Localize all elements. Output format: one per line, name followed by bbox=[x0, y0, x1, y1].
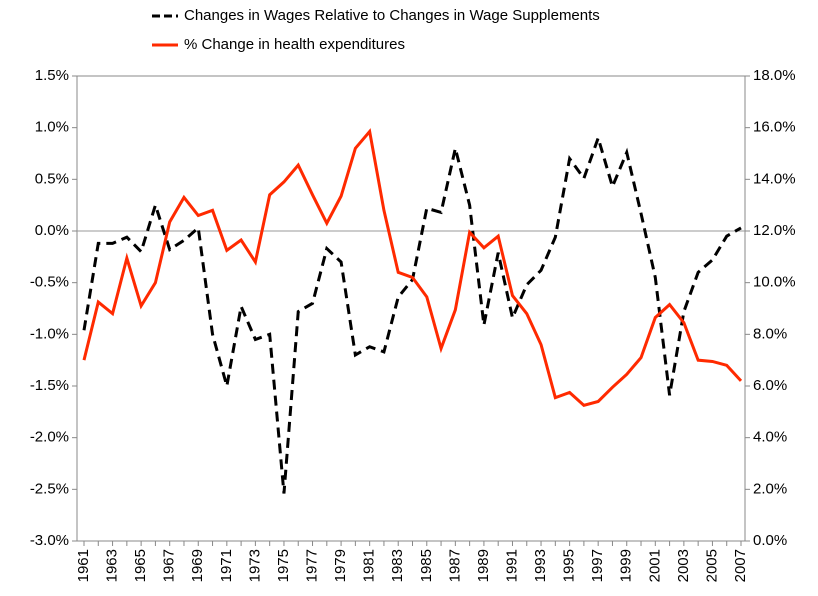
y-tick-label: -2.0% bbox=[30, 429, 69, 446]
series-line bbox=[82, 128, 743, 408]
y-tick-label: 1.5% bbox=[35, 67, 69, 84]
y-tick-label: -0.5% bbox=[30, 274, 69, 291]
x-tick-label: 1967 bbox=[161, 549, 178, 582]
y2-tick-label: 8.0% bbox=[753, 325, 787, 342]
y2-tick-label: 14.0% bbox=[753, 170, 796, 187]
x-tick-label: 1975 bbox=[275, 549, 292, 582]
x-tick-label: 1971 bbox=[218, 549, 235, 582]
x-tick-label: 1979 bbox=[332, 549, 349, 582]
x-tick-label: 2001 bbox=[646, 549, 663, 582]
x-tick-label: 1961 bbox=[75, 549, 92, 582]
x-tick-label: 1963 bbox=[104, 549, 121, 582]
x-tick-label: 2005 bbox=[703, 549, 720, 582]
x-tick-label: 1973 bbox=[246, 549, 263, 582]
x-tick-label: 1969 bbox=[189, 549, 206, 582]
y-tick-label: 0.0% bbox=[35, 222, 69, 239]
y-tick-label: -1.5% bbox=[30, 377, 69, 394]
y-tick-label: -2.5% bbox=[30, 480, 69, 497]
y2-tick-label: 16.0% bbox=[753, 119, 796, 136]
x-tick-label: 1997 bbox=[589, 549, 606, 582]
y2-tick-label: 4.0% bbox=[753, 429, 787, 446]
x-tick-label: 1981 bbox=[361, 549, 378, 582]
x-tick-label: 1999 bbox=[618, 549, 635, 582]
series-line bbox=[82, 133, 742, 494]
y2-tick-label: 6.0% bbox=[753, 377, 787, 394]
x-tick-label: 1993 bbox=[532, 549, 549, 582]
x-tick-label: 1983 bbox=[389, 549, 406, 582]
y2-tick-label: 2.0% bbox=[753, 480, 787, 497]
y-tick-label: -3.0% bbox=[30, 532, 69, 549]
y2-tick-label: 12.0% bbox=[753, 222, 796, 239]
x-tick-label: 1987 bbox=[446, 549, 463, 582]
y-tick-label: 0.5% bbox=[35, 170, 69, 187]
x-tick-label: 1985 bbox=[418, 549, 435, 582]
legend-label: Changes in Wages Relative to Changes in … bbox=[184, 7, 600, 24]
x-tick-label: 2007 bbox=[732, 549, 749, 582]
legend-label: % Change in health expenditures bbox=[184, 36, 405, 53]
y-tick-label: 1.0% bbox=[35, 119, 69, 136]
y2-tick-label: 10.0% bbox=[753, 274, 796, 291]
x-tick-label: 1977 bbox=[303, 549, 320, 582]
y-tick-label: -1.0% bbox=[30, 325, 69, 342]
y2-tick-label: 0.0% bbox=[753, 532, 787, 549]
x-tick-label: 1965 bbox=[132, 549, 149, 582]
y2-tick-label: 18.0% bbox=[753, 67, 796, 84]
x-tick-label: 1989 bbox=[475, 549, 492, 582]
plot-frame bbox=[76, 75, 746, 542]
x-tick-label: 2003 bbox=[675, 549, 692, 582]
x-tick-label: 1991 bbox=[503, 549, 520, 582]
x-tick-label: 1995 bbox=[561, 549, 578, 582]
